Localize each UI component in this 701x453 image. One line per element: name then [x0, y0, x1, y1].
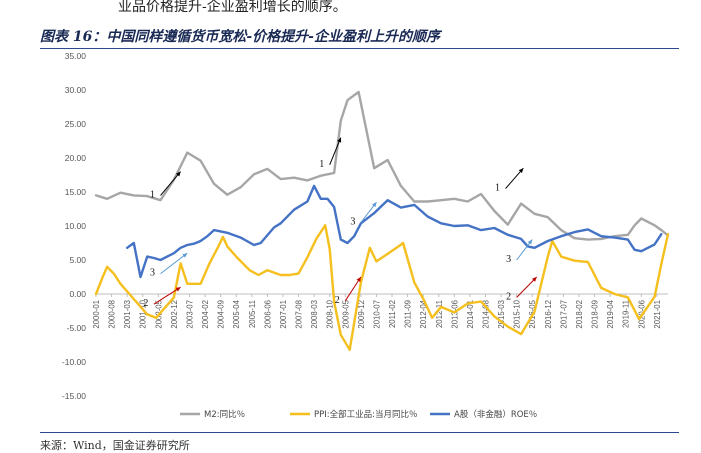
annotation-label: 1	[150, 189, 155, 200]
x-tick-label: 2015-03	[497, 300, 506, 329]
source-divider	[40, 432, 679, 433]
arrow-shaft	[160, 171, 181, 196]
annotation-label: 3	[150, 268, 155, 279]
annotation-arrow-5: 2	[506, 276, 538, 302]
x-tick-label: 2004-02	[201, 300, 210, 329]
arrow-shaft	[329, 137, 342, 165]
x-tick-label: 2018-02	[575, 300, 584, 329]
annotation-label: 2	[143, 298, 148, 309]
x-tick-label: 2014-01	[466, 300, 475, 329]
x-tick-label: 2008-10	[326, 299, 335, 328]
title-divider	[40, 48, 679, 49]
annotation-arrow-6: 3	[150, 252, 188, 279]
annotation-label: 2	[335, 295, 340, 306]
arrow-head	[531, 277, 537, 282]
x-tick-label: 2001-03	[123, 300, 132, 329]
x-tick-label: 2005-04	[232, 299, 241, 328]
x-tick-label: 2001-10	[139, 299, 148, 328]
x-tick-label: 2012-04	[419, 299, 428, 328]
legend-label: A股（非金融）ROE％	[454, 409, 537, 420]
arrow-head	[371, 202, 377, 208]
y-tick-label: 10.00	[65, 221, 87, 231]
legend-item-0: M2:同比％	[180, 409, 245, 420]
annotation-arrow-0: 1	[150, 171, 181, 200]
x-tick-label: 2007-01	[279, 300, 288, 329]
arrow-head	[518, 168, 524, 174]
x-tick-label: 2009-12	[357, 300, 366, 329]
intro-text-fragment: 业品价格提升-企业盈利增长的顺序。	[118, 0, 347, 15]
arrow-head	[356, 277, 361, 282]
y-tick-label: 25.00	[65, 119, 87, 129]
x-tick-label: 2000-01	[92, 300, 101, 329]
annotation-label: 2	[506, 291, 511, 302]
x-tick-label: 2005-11	[248, 300, 257, 328]
series-line-0	[94, 90, 670, 241]
y-tick-label: 35.00	[65, 51, 87, 61]
x-tick-label: 2002-12	[170, 300, 179, 329]
chart-legend: M2:同比％ PPI:全部工业品:当月同比％ A股（非金融）ROE％	[180, 409, 537, 420]
legend-label: M2:同比％	[204, 409, 245, 420]
annotation-label: 1	[495, 183, 500, 194]
arrow-shaft	[344, 276, 362, 302]
x-tick-label: 2004-09	[217, 300, 226, 329]
y-tick-label: 15.00	[65, 187, 87, 197]
y-tick-label: 5.00	[69, 255, 86, 265]
x-tick-label: 2014-08	[481, 300, 490, 329]
x-tick-label: 2016-12	[544, 300, 553, 329]
x-tick-label: 2013-06	[450, 300, 459, 329]
arrow-shaft	[153, 286, 181, 305]
x-axis: 2000-01 2000-08 2001-03 2001-10 2002-05 2002-…	[92, 293, 668, 329]
annotation-arrow-3: 2	[143, 286, 181, 309]
x-tick-label: 2009-05	[341, 299, 350, 328]
annotation-arrow-4: 2	[335, 276, 362, 306]
y-axis: 35.00 30.00 25.00 20.00 15.00 10.00 5.00 0.00 -5…	[62, 51, 86, 401]
y-tick-label: 20.00	[65, 153, 87, 163]
y-tick-label: -5.00	[67, 323, 87, 333]
annotation-arrow-2: 1	[495, 167, 524, 194]
x-tick-label: 2000-08	[108, 300, 117, 329]
source-note: 来源：Wind，国金证券研究所	[40, 439, 190, 452]
arrow-head	[527, 239, 533, 245]
x-tick-label: 2010-07	[372, 300, 381, 329]
x-tick-label: 2015-10	[513, 299, 522, 328]
annotation-label: 1	[319, 159, 324, 170]
legend-item-2: A股（非金融）ROE％	[430, 409, 537, 420]
arrow-shaft	[505, 167, 524, 189]
annotation-label: 3	[350, 217, 355, 228]
arrow-head	[175, 287, 181, 292]
x-tick-label: 2012-11	[435, 300, 444, 328]
annotation-arrow-7: 3	[350, 201, 377, 228]
annotation-arrow-8: 3	[506, 239, 533, 265]
x-tick-label: 2008-03	[310, 300, 319, 329]
y-tick-label: 0.00	[69, 289, 86, 299]
x-tick-label: 2011-02	[388, 300, 397, 328]
chart-series	[94, 90, 670, 351]
chart-annotations: 1 1 1 2 2 2 3 3 3	[143, 137, 538, 309]
x-tick-label: 2018-09	[591, 300, 600, 329]
y-tick-label: 30.00	[65, 85, 87, 95]
x-tick-label: 2017-07	[559, 300, 568, 329]
arrow-shaft	[516, 276, 538, 298]
x-tick-label: 2021-01	[653, 300, 662, 329]
figure-title: 图表 16：中国同样遵循货币宽松-价格提升-企业盈利上升的顺序	[40, 29, 440, 45]
annotation-label: 3	[506, 254, 511, 265]
legend-label: PPI:全部工业品:当月同比％	[314, 409, 418, 420]
x-tick-label: 2003-07	[185, 300, 194, 329]
y-tick-label: -15.00	[62, 391, 86, 401]
arrow-shaft	[160, 252, 188, 274]
x-tick-label: 2011-09	[404, 300, 413, 328]
series-line-2	[126, 184, 663, 279]
arrow-head	[337, 137, 342, 143]
arrow-head	[176, 171, 181, 177]
x-tick-label: 2019-11	[622, 300, 631, 328]
x-tick-label: 2006-06	[263, 300, 272, 329]
x-tick-label: 2019-04	[606, 299, 615, 328]
annotation-arrow-1: 1	[319, 137, 342, 170]
series-line-1	[94, 224, 670, 351]
x-tick-label: 2007-08	[295, 300, 304, 329]
y-tick-label: -10.00	[62, 357, 86, 367]
arrow-head	[182, 253, 188, 258]
legend-item-1: PPI:全部工业品:当月同比％	[290, 409, 418, 420]
